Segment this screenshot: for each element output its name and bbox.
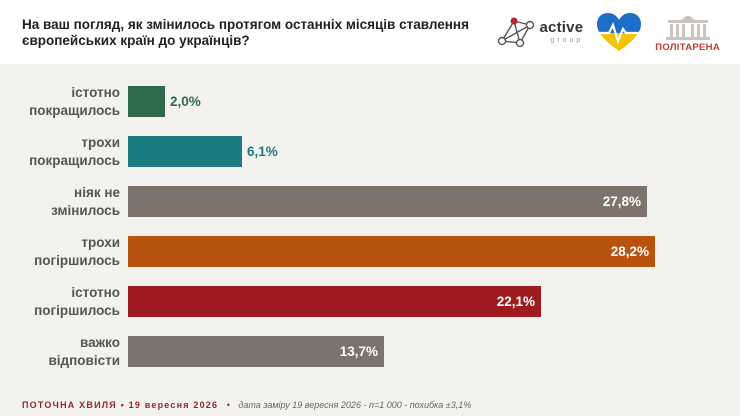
active-logo-sub: group (550, 37, 584, 44)
bar (128, 136, 242, 167)
footer: ПОТОЧНА ХВИЛЯ • 19 вересня 2026 • дата з… (22, 400, 471, 410)
politarena-logo: ПОЛІТАРЕНА (655, 11, 720, 53)
politarena-logo-name: ПОЛІТАРЕНА (655, 42, 720, 53)
bar-chart: істотно покращилось 2,0% трохи покращилось… (0, 64, 740, 394)
bar (128, 86, 165, 117)
logos: active group (496, 8, 720, 56)
category-label: важко відповісти (48, 335, 121, 368)
bar (128, 186, 647, 217)
ukraine-heart-icon (597, 13, 642, 51)
network-icon (497, 17, 534, 48)
active-logo-name: active (539, 19, 584, 36)
bar (128, 336, 384, 367)
chart-title: На ваш погляд, як змінилось протягом ост… (22, 17, 469, 48)
parliament-building-icon (665, 16, 710, 40)
value-label: 6,1% (247, 144, 278, 159)
category-label: істотно покращилось (29, 85, 120, 118)
footer-wave: ПОТОЧНА ХВИЛЯ • 19 вересня 2026 (22, 400, 219, 410)
value-label: 22,1% (496, 294, 535, 309)
footer-meta: дата заміру 19 вересня 2026 - n=1 000 - … (238, 400, 472, 410)
category-label: ніяк не змінилось (51, 185, 120, 218)
category-label: трохи покращилось (29, 135, 120, 168)
bar (128, 236, 655, 267)
category-label: істотно погіршилось (34, 285, 120, 318)
active-group-logo: active group (496, 15, 584, 49)
value-label: 13,7% (339, 344, 378, 359)
value-label: 27,8% (602, 194, 641, 209)
header: На ваш погляд, як змінилось протягом ост… (0, 0, 740, 64)
bar (128, 286, 541, 317)
footer-separator: • (226, 400, 230, 410)
value-label: 2,0% (170, 94, 201, 109)
category-label: трохи погіршилось (34, 235, 120, 268)
value-label: 28,2% (610, 244, 649, 259)
